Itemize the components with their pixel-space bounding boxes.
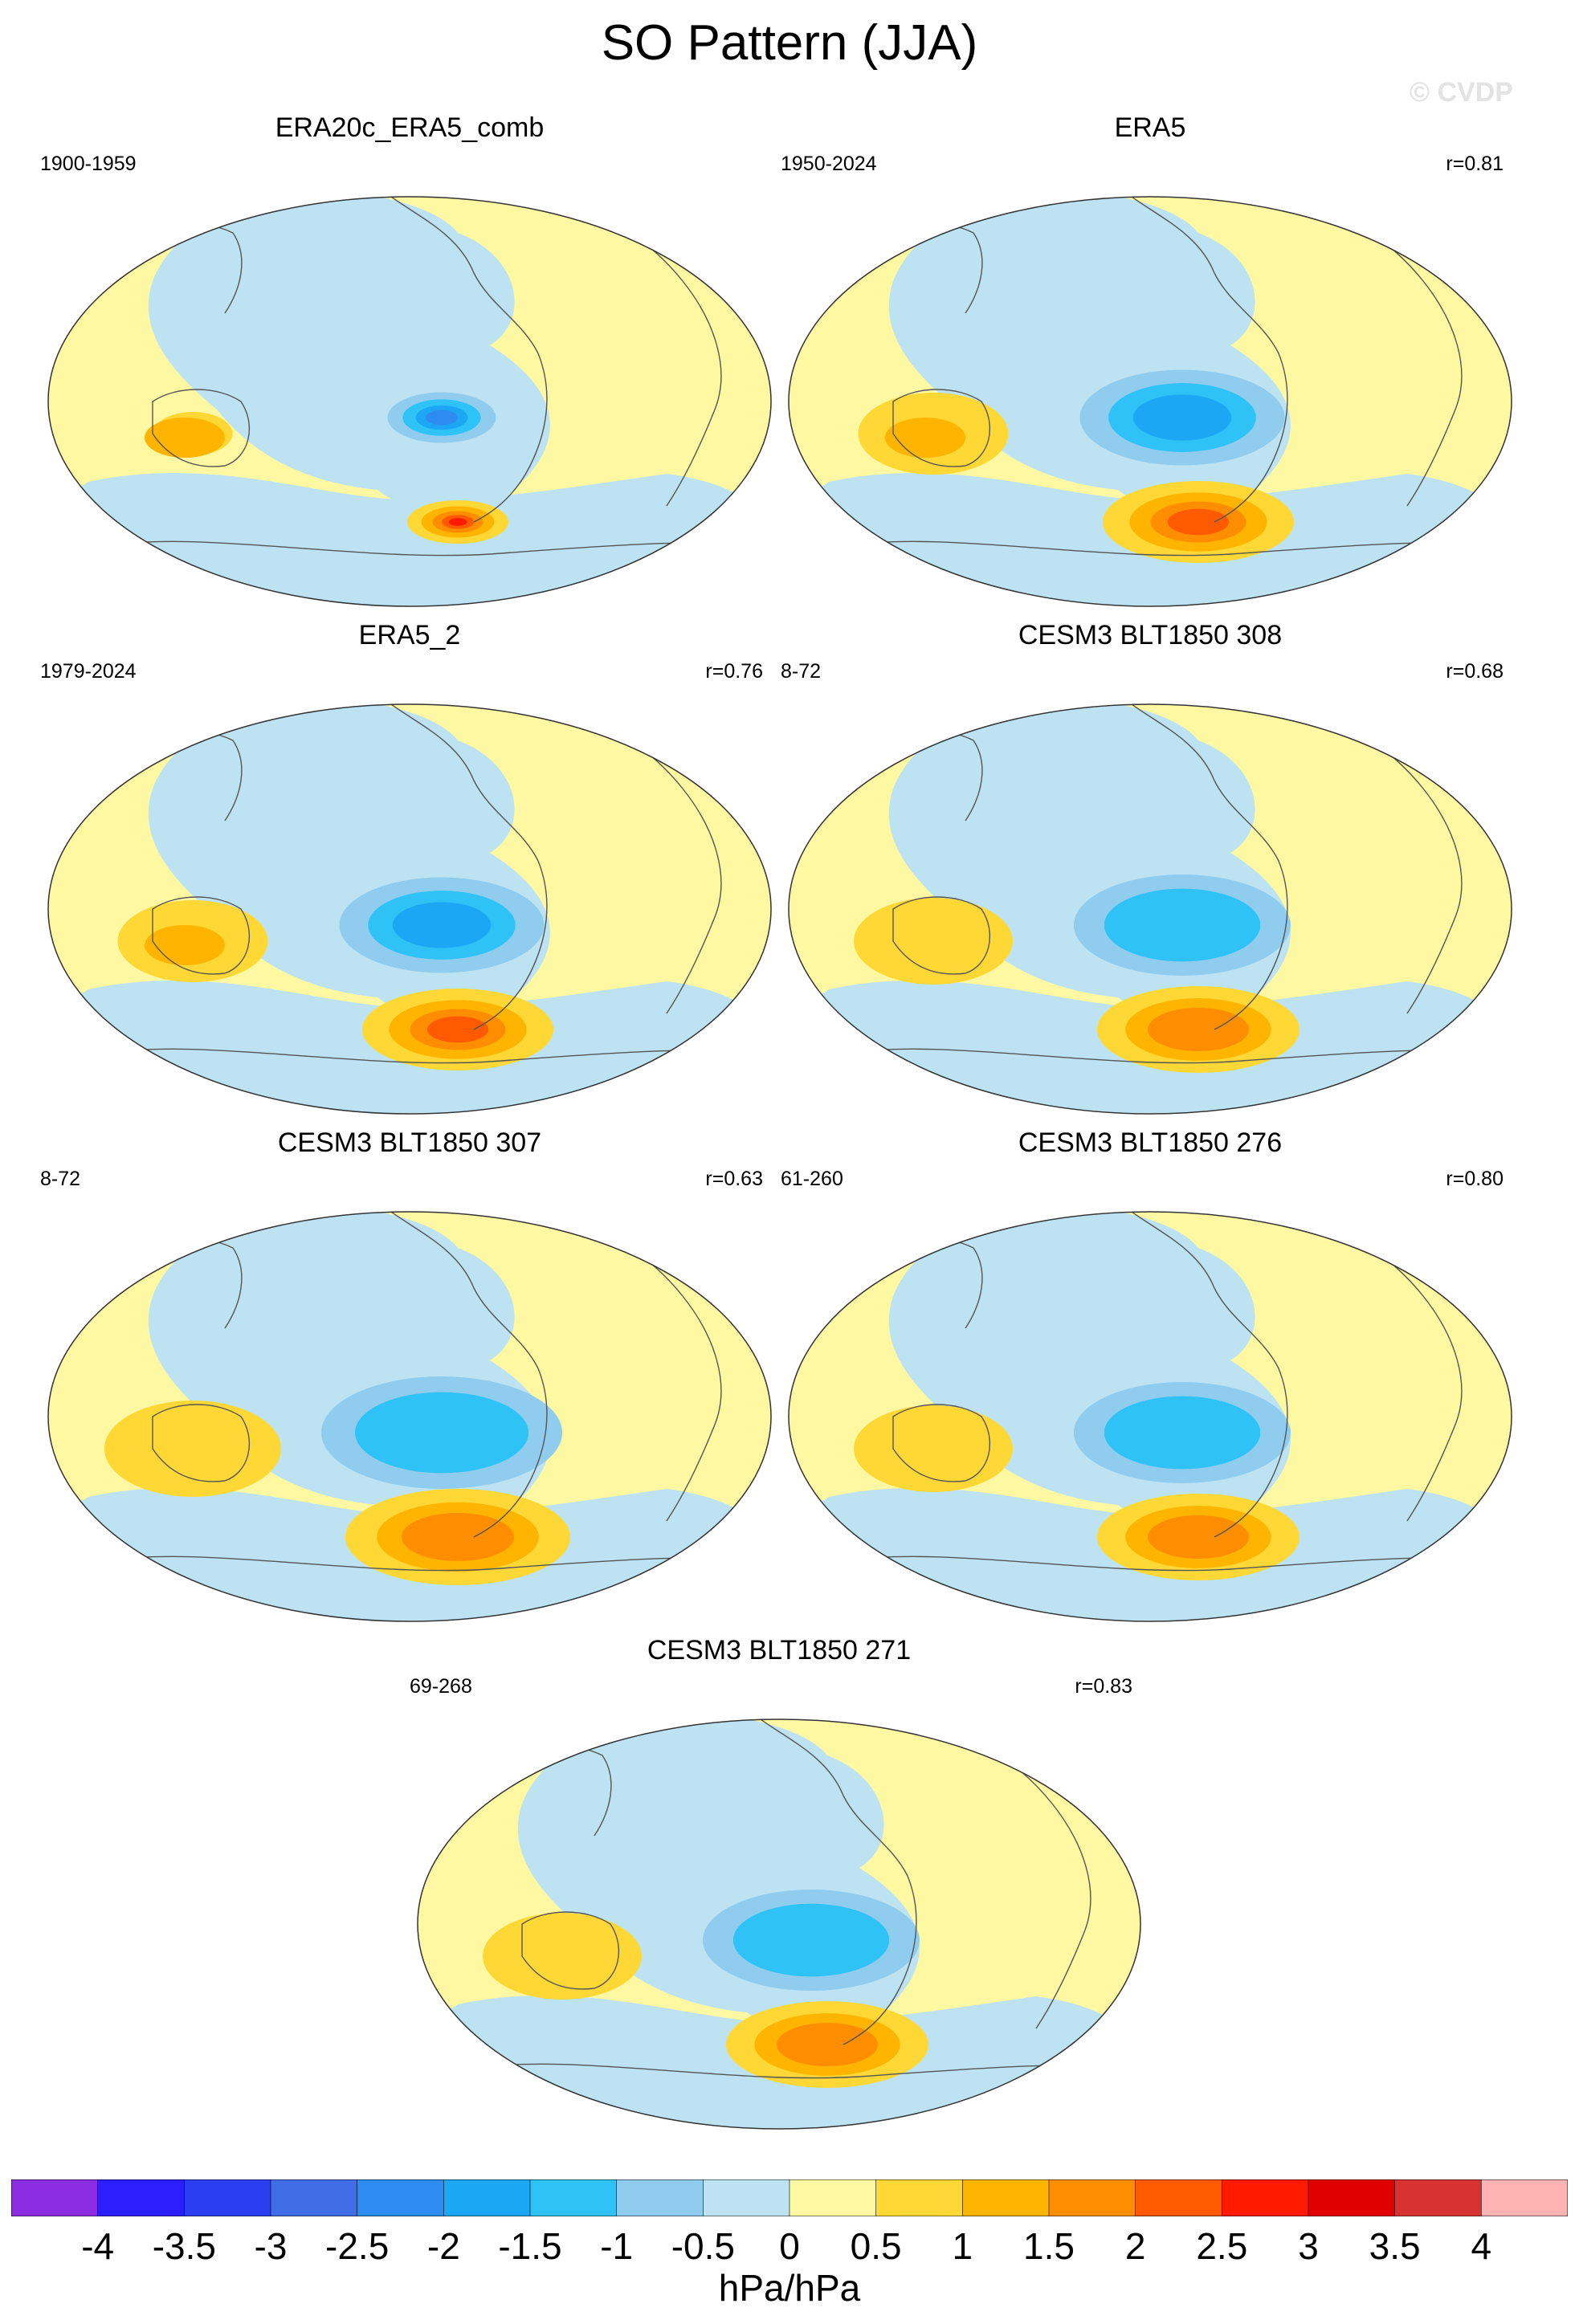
map-projection [788,196,1512,607]
colorbar-tick-label: 2.5 [1196,2225,1248,2267]
colorbar-tick-label: 2 [1124,2225,1146,2267]
panel-title: ERA5_2 [358,620,461,650]
colorbar-tick-label: -1.5 [498,2225,562,2267]
colorbar-tick-label: -4 [81,2225,115,2267]
colorbar-tick-label: -3.5 [152,2225,216,2267]
colorbar-segment [97,2179,185,2216]
map-panel: CESM3 BLT1850 271 69-268 r=0.83 [410,1635,1149,2149]
panel-period: 1979-2024 [40,660,137,683]
map-projection [417,1719,1141,2130]
map-panel: ERA5_2 1979-2024 r=0.76 [40,620,779,1134]
panel-period: 8-72 [40,1168,81,1190]
map-panel: CESM3 BLT1850 308 8-72 r=0.68 [781,620,1520,1134]
panel-title: ERA20c_ERA5_comb [275,112,545,143]
panel-correlation: r=0.83 [1075,1675,1132,1698]
colorbar-segment [530,2179,617,2216]
colorbar-tick-label: 3 [1298,2225,1319,2267]
panel-period: 8-72 [781,660,822,683]
map-panel: CESM3 BLT1850 307 8-72 r=0.63 [40,1127,779,1641]
colorbar-segment [875,2179,963,2216]
panel-period: 61-260 [781,1168,843,1190]
colorbar-segment [1481,2179,1568,2216]
colorbar-segment [703,2179,790,2216]
map-panel: CESM3 BLT1850 276 61-260 r=0.80 [781,1127,1520,1641]
colorbar-segment [357,2179,444,2216]
colorbar-segment [790,2179,876,2216]
map-projection [47,1211,772,1622]
panel-period: 1900-1959 [40,153,137,175]
panel-title: CESM3 BLT1850 307 [277,1127,542,1158]
page-title: SO Pattern (JJA) [601,15,978,71]
panel-title: CESM3 BLT1850 276 [1018,1127,1283,1158]
colorbar-tick-label: -2 [426,2225,460,2267]
colorbar-tick-label: -3 [254,2225,288,2267]
colorbar-tick-label: 4 [1471,2225,1492,2267]
colorbar-tick-label: -1 [600,2225,634,2267]
map-panel: ERA5 1950-2024 r=0.81 [781,112,1520,626]
colorbar-segment [616,2179,704,2216]
panel-correlation: r=0.76 [705,660,763,683]
watermark: © CVDP [1410,77,1513,108]
colorbar-segment [1394,2179,1482,2216]
panel-title: CESM3 BLT1850 308 [1018,620,1283,650]
colorbar-tick-label: 1.5 [1023,2225,1075,2267]
panel-correlation: r=0.81 [1446,153,1504,175]
colorbar-segment [1222,2179,1308,2216]
colorbar-segment [962,2179,1049,2216]
colorbar-segment [1308,2179,1395,2216]
panel-correlation: r=0.63 [705,1168,763,1190]
colorbar-tick-label: 3.5 [1369,2225,1421,2267]
colorbar-units: hPa/hPa [718,2267,861,2309]
colorbar-tick-label: 0.5 [850,2225,902,2267]
colorbar-tick-label: 1 [952,2225,973,2267]
panel-title: CESM3 BLT1850 271 [647,1635,912,1666]
colorbar-segment [1135,2179,1222,2216]
panel-correlation: r=0.68 [1446,660,1504,683]
colorbar-tick-label: -2.5 [325,2225,390,2267]
colorbar-tick-label: 0 [779,2225,800,2267]
colorbar-tick-label: -0.5 [671,2225,735,2267]
colorbar-segment [184,2179,271,2216]
colorbar [11,2179,1568,2216]
colorbar-segment [11,2179,98,2216]
map-projection [788,1211,1512,1622]
colorbar-segment [1049,2179,1136,2216]
panel-period: 69-268 [410,1675,472,1698]
map-projection [47,196,772,607]
map-projection [47,703,772,1115]
map-projection [788,703,1512,1115]
colorbar-labels: -4 -3.5 -3 -2.5 -2 -1.5 -1 -0.5 0 0.5 1 1.5 2 2.5 3 3.5… [11,2224,1568,2273]
panel-period: 1950-2024 [781,153,877,175]
panel-correlation: r=0.80 [1446,1168,1504,1190]
panel-title: ERA5 [1114,112,1186,143]
colorbar-segment [271,2179,357,2216]
map-panel: ERA20c_ERA5_comb 1900-1959 [40,112,779,626]
colorbar-segment [443,2179,530,2216]
